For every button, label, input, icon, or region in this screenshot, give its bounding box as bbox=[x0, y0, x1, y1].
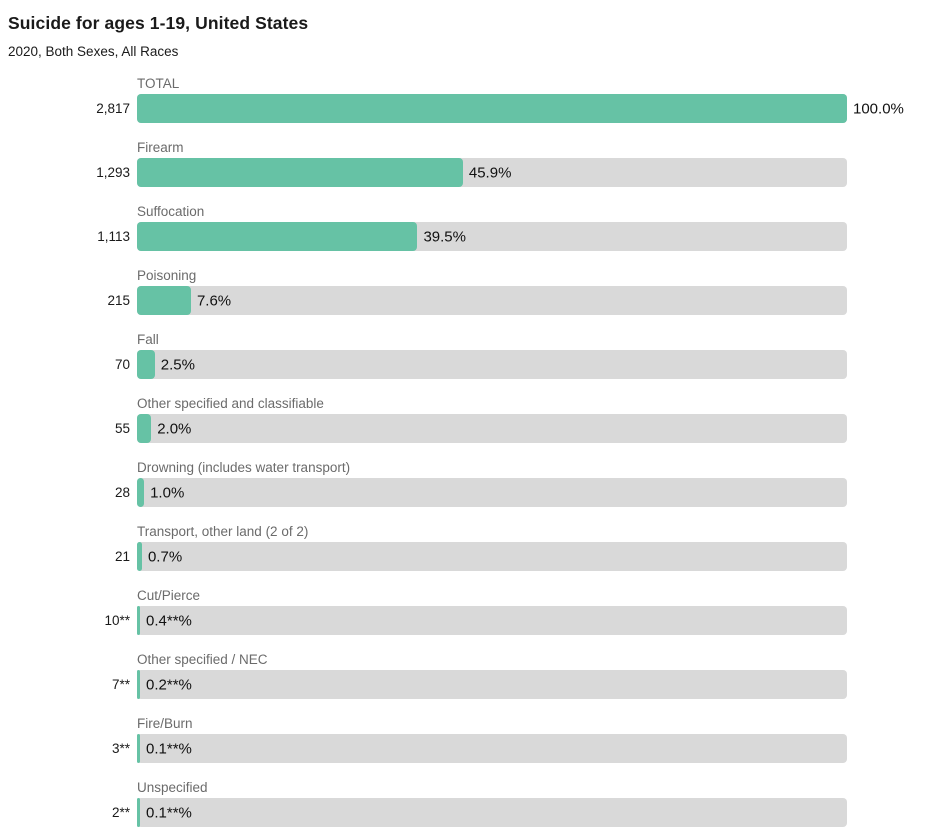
category-label: Poisoning bbox=[137, 268, 197, 283]
bar-track: 100.0% bbox=[137, 94, 904, 123]
percent-label: 2.0% bbox=[157, 420, 192, 437]
bar-fill bbox=[137, 94, 847, 123]
count-label: 55 bbox=[114, 421, 130, 436]
category-label: TOTAL bbox=[137, 76, 180, 91]
bar-fill bbox=[137, 670, 140, 699]
bar-fill bbox=[137, 286, 191, 315]
bar-track: 0.1**% bbox=[137, 734, 847, 763]
bar-track: 2.5% bbox=[137, 350, 847, 379]
bar-line: 3** 0.1**% bbox=[0, 734, 928, 763]
count-label: 7** bbox=[111, 677, 130, 692]
count-label: 1,293 bbox=[96, 165, 130, 180]
bar-track: 2.0% bbox=[137, 414, 847, 443]
chart-rows: TOTAL 2,817 100.0% Firearm 1,293 45.9% S… bbox=[0, 76, 928, 827]
bar-fill bbox=[137, 606, 140, 635]
category-label: Suffocation bbox=[137, 204, 205, 219]
bar-fill bbox=[137, 158, 463, 187]
bar-track: 1.0% bbox=[137, 478, 847, 507]
bar-fill bbox=[137, 222, 418, 251]
category-label: Fall bbox=[137, 332, 159, 347]
chart-row: Poisoning 215 7.6% bbox=[0, 268, 928, 315]
bar-fill bbox=[137, 350, 155, 379]
bar-fill bbox=[137, 542, 142, 571]
chart-row: Drowning (includes water transport) 28 1… bbox=[0, 460, 928, 507]
bar-line: 7** 0.2**% bbox=[0, 670, 928, 699]
bar-line: 1,293 45.9% bbox=[0, 158, 928, 187]
bar-track: 0.2**% bbox=[137, 670, 847, 699]
bar-track: 0.7% bbox=[137, 542, 847, 571]
chart-row: Other specified / NEC 7** 0.2**% bbox=[0, 652, 928, 699]
percent-label: 2.5% bbox=[160, 356, 195, 373]
bar-track: 0.1**% bbox=[137, 798, 847, 827]
percent-label: 45.9% bbox=[468, 164, 512, 181]
bar-line: 215 7.6% bbox=[0, 286, 928, 315]
count-label: 3** bbox=[111, 741, 130, 756]
percent-label: 1.0% bbox=[150, 484, 185, 501]
chart-row: TOTAL 2,817 100.0% bbox=[0, 76, 928, 123]
percent-label: 7.6% bbox=[196, 292, 232, 309]
bar-track: 45.9% bbox=[137, 158, 847, 187]
chart-header: Suicide for ages 1-19, United States 202… bbox=[0, 0, 928, 60]
bar-fill bbox=[137, 798, 140, 827]
chart-row: Fall 70 2.5% bbox=[0, 332, 928, 379]
chart-row: Unspecified 2** 0.1**% bbox=[0, 780, 928, 827]
percent-label: 0.1**% bbox=[146, 740, 192, 757]
bar-line: 55 2.0% bbox=[0, 414, 928, 443]
bar-fill bbox=[137, 414, 152, 443]
percent-label: 0.2**% bbox=[146, 676, 192, 693]
bar-line: 10** 0.4**% bbox=[0, 606, 928, 635]
count-label: 1,113 bbox=[97, 229, 130, 244]
chart-row: Fire/Burn 3** 0.1**% bbox=[0, 716, 928, 763]
percent-label: 0.7% bbox=[147, 548, 183, 565]
category-label: Transport, other land (2 of 2) bbox=[137, 524, 309, 539]
bar-fill bbox=[137, 478, 145, 507]
chart-row: Suffocation 1,113 39.5% bbox=[0, 204, 928, 251]
count-label: 28 bbox=[114, 485, 130, 500]
bar-line: 2,817 100.0% bbox=[0, 94, 928, 123]
count-label: 70 bbox=[114, 357, 130, 372]
category-label: Fire/Burn bbox=[137, 716, 193, 731]
bar-track: 7.6% bbox=[137, 286, 847, 315]
count-label: 2** bbox=[111, 805, 130, 820]
bar-line: 28 1.0% bbox=[0, 478, 928, 507]
chart-row: Other specified and classifiable 55 2.0% bbox=[0, 396, 928, 443]
category-label: Other specified / NEC bbox=[137, 652, 268, 667]
count-label: 10** bbox=[104, 613, 130, 628]
category-label: Firearm bbox=[137, 140, 184, 155]
percent-label: 39.5% bbox=[423, 228, 466, 245]
bar-line: 21 0.7% bbox=[0, 542, 928, 571]
bar-line: 2** 0.1**% bbox=[0, 798, 928, 827]
chart-row: Firearm 1,293 45.9% bbox=[0, 140, 928, 187]
category-label: Drowning (includes water transport) bbox=[137, 460, 351, 475]
chart-row: Transport, other land (2 of 2) 21 0.7% bbox=[0, 524, 928, 571]
bar-track: 39.5% bbox=[137, 222, 847, 251]
bar-track: 0.4**% bbox=[137, 606, 847, 635]
count-label: 21 bbox=[114, 549, 130, 564]
percent-label: 100.0% bbox=[853, 100, 904, 117]
chart-row: Cut/Pierce 10** 0.4**% bbox=[0, 588, 928, 635]
category-label: Unspecified bbox=[137, 780, 208, 795]
chart-subtitle: 2020, Both Sexes, All Races bbox=[8, 44, 179, 59]
percent-label: 0.1**% bbox=[146, 804, 192, 821]
count-label: 2,817 bbox=[96, 101, 130, 116]
bar-line: 70 2.5% bbox=[0, 350, 928, 379]
chart-title: Suicide for ages 1-19, United States bbox=[8, 13, 309, 33]
category-label: Other specified and classifiable bbox=[137, 396, 324, 411]
percent-label: 0.4**% bbox=[146, 612, 192, 629]
bar-fill bbox=[137, 734, 140, 763]
bar-line: 1,113 39.5% bbox=[0, 222, 928, 251]
category-label: Cut/Pierce bbox=[137, 588, 201, 603]
count-label: 215 bbox=[107, 293, 130, 308]
